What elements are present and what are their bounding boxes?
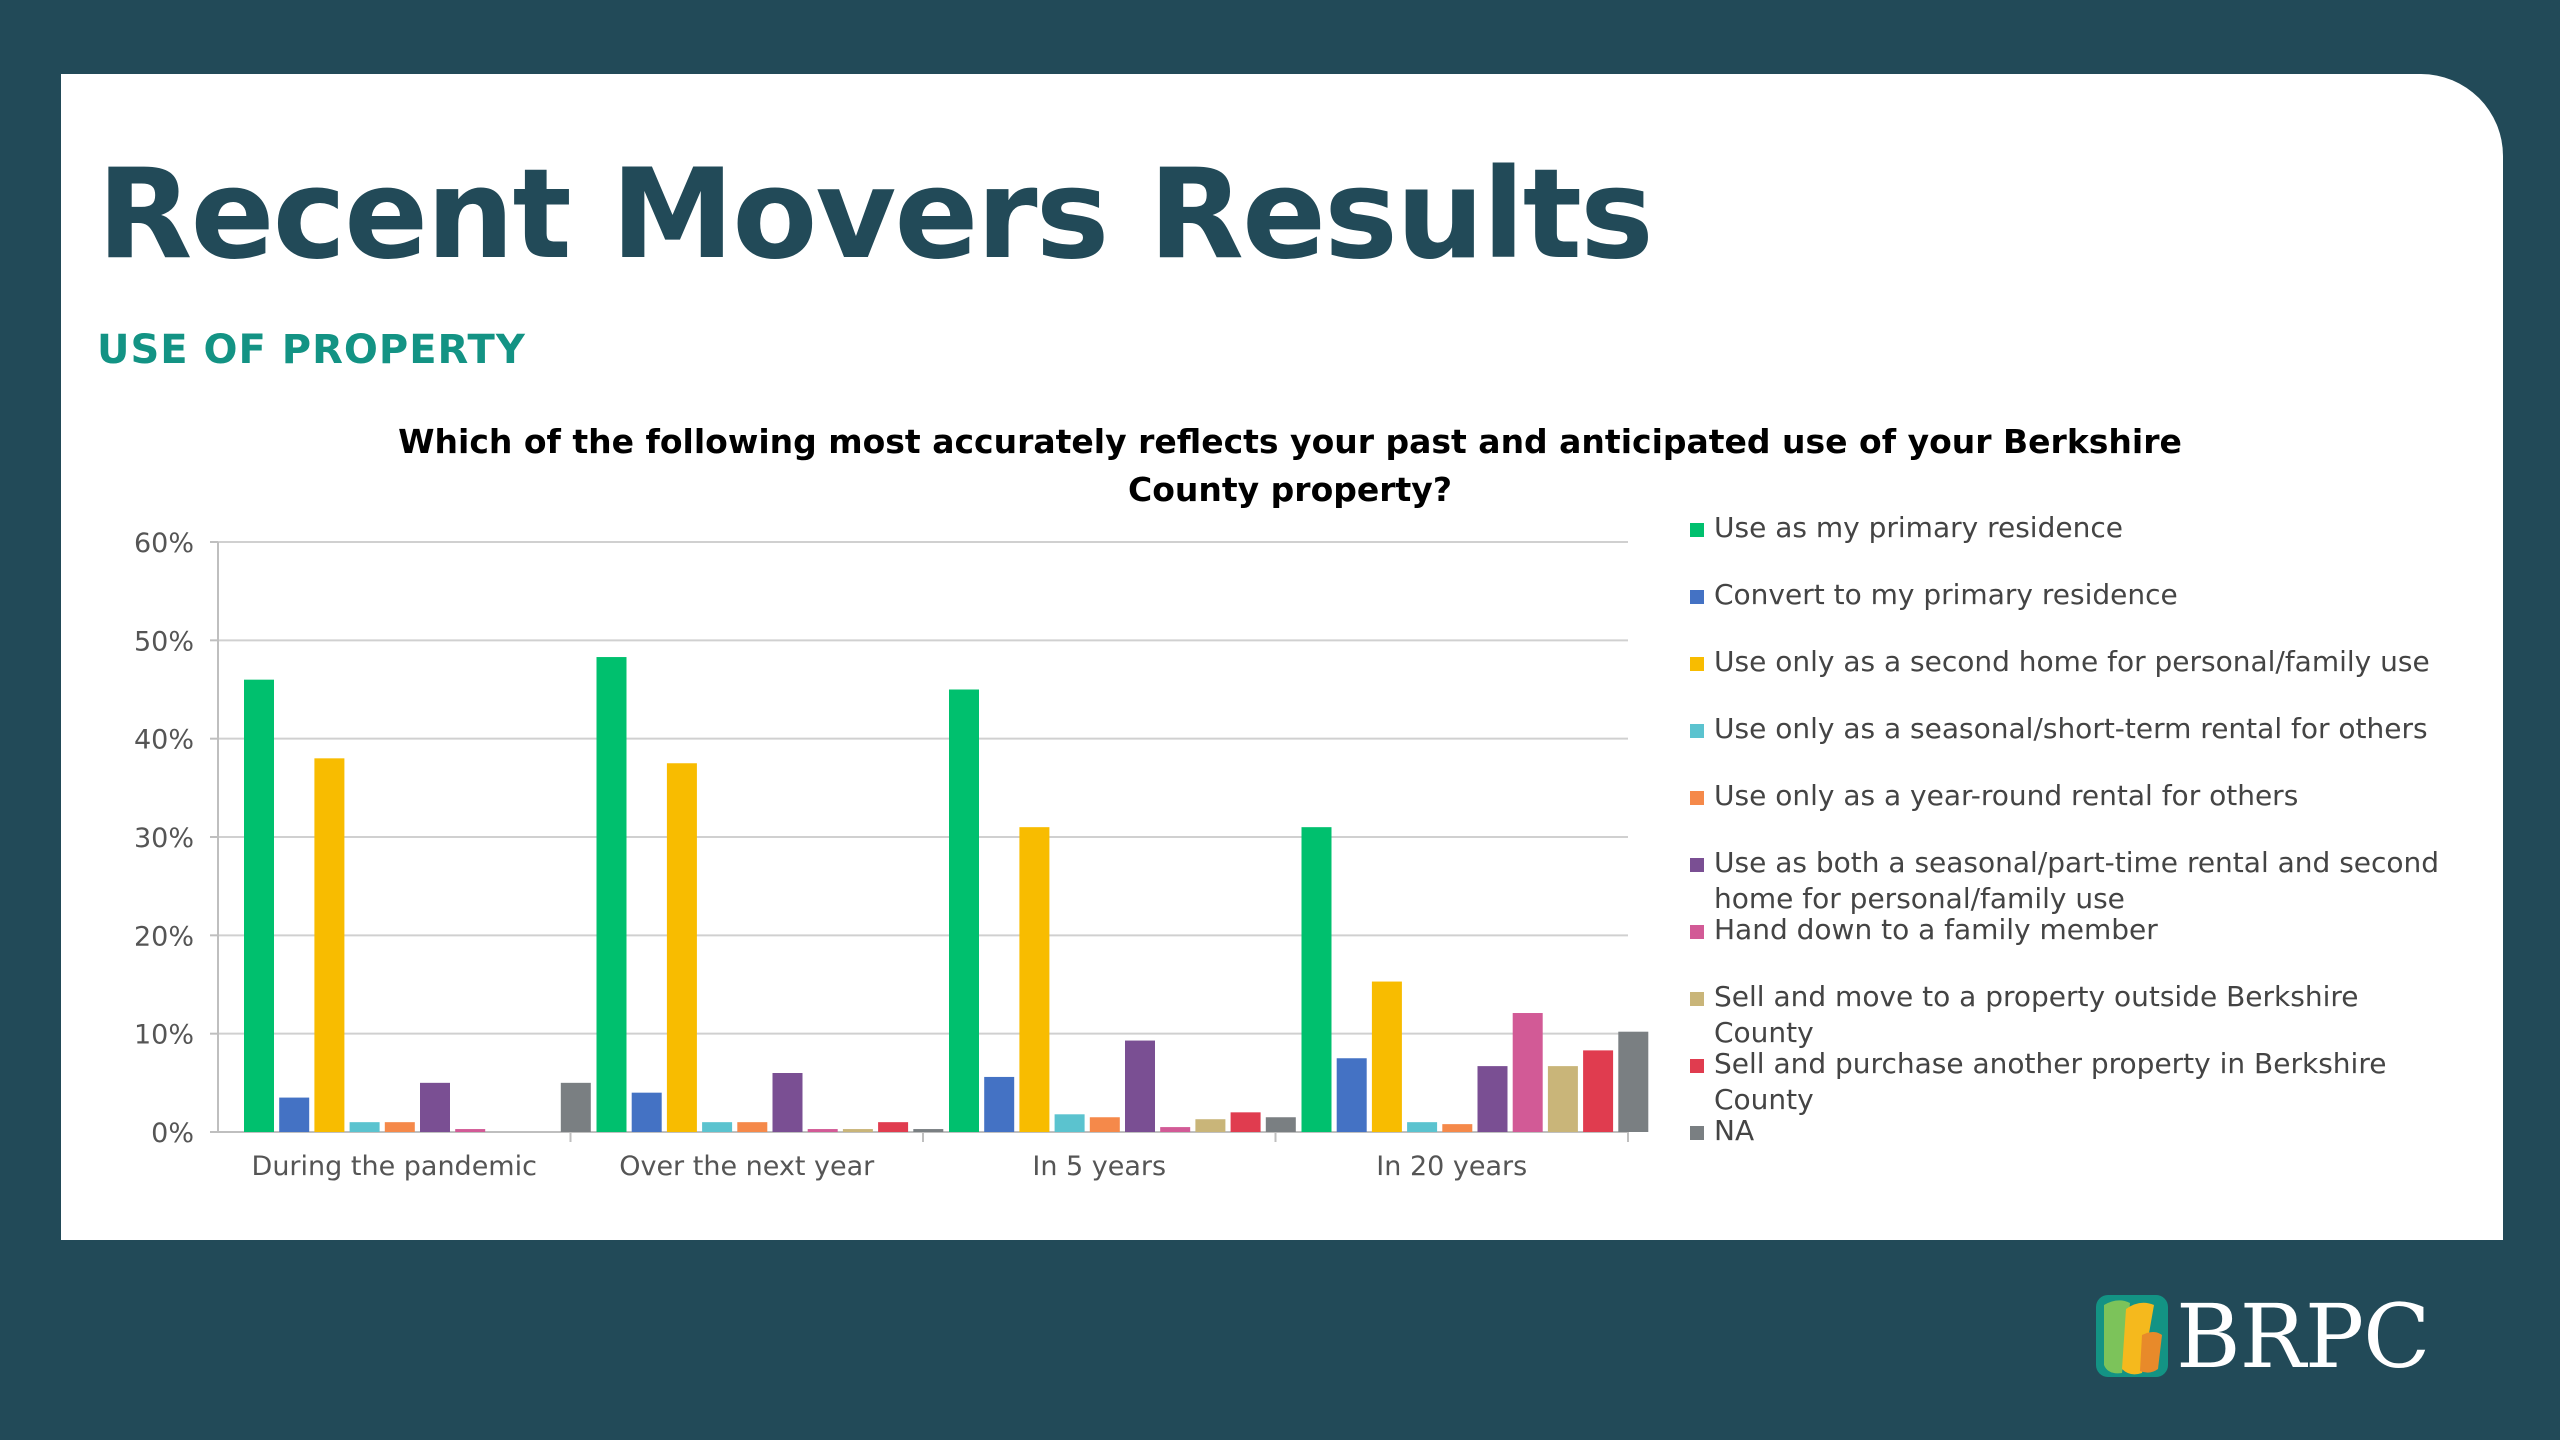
legend-item: Hand down to a family member xyxy=(1690,912,2460,948)
bar xyxy=(737,1122,768,1132)
bar xyxy=(1583,1050,1614,1132)
bar xyxy=(1336,1058,1367,1132)
bar xyxy=(1125,1040,1155,1132)
legend-label: Use only as a year-round rental for othe… xyxy=(1714,779,2299,812)
brpc-logo-icon xyxy=(2096,1295,2168,1377)
x-tick-label: In 20 years xyxy=(1376,1151,1527,1182)
x-tick-label: Over the next year xyxy=(619,1151,875,1182)
legend-item: Use only as a year-round rental for othe… xyxy=(1690,778,2460,814)
bar xyxy=(596,657,627,1132)
legend-item: Use as my primary residence xyxy=(1690,510,2460,546)
legend-item: Sell and move to a property outside Berk… xyxy=(1690,979,2460,1051)
legend-swatch xyxy=(1690,1059,1704,1073)
bar xyxy=(314,758,345,1132)
bar xyxy=(1618,1031,1649,1132)
legend-label: Use as both a seasonal/part-time rental … xyxy=(1714,846,2440,915)
bar xyxy=(560,1082,591,1132)
bar xyxy=(1054,1114,1085,1132)
logo-mark-tile-3 xyxy=(2122,1302,2154,1375)
legend-item: Convert to my primary residence xyxy=(1690,577,2460,613)
bar xyxy=(807,1129,838,1132)
bar xyxy=(1547,1066,1578,1132)
legend-item: Sell and purchase another property in Be… xyxy=(1690,1046,2460,1118)
legend-swatch xyxy=(1690,590,1704,604)
bar xyxy=(1477,1066,1508,1132)
legend-label: Convert to my primary residence xyxy=(1714,578,2178,611)
bar xyxy=(244,679,274,1132)
y-tick-label: 60% xyxy=(134,528,194,559)
y-tick-label: 40% xyxy=(134,725,194,756)
bar xyxy=(455,1129,486,1132)
legend-item: Use only as a second home for personal/f… xyxy=(1690,644,2460,680)
bar xyxy=(1301,827,1332,1132)
legend-label: Sell and purchase another property in Be… xyxy=(1714,1047,2387,1116)
bar xyxy=(984,1076,1015,1132)
legend-swatch xyxy=(1690,925,1704,939)
bar xyxy=(420,1082,450,1132)
bar xyxy=(384,1122,415,1132)
bar xyxy=(1407,1122,1438,1132)
brpc-logo: BRPC xyxy=(2096,1289,2456,1385)
legend-label: Hand down to a family member xyxy=(1714,913,2158,946)
bar xyxy=(772,1073,803,1132)
bar xyxy=(279,1097,310,1132)
slide-card xyxy=(61,74,2503,1240)
legend-swatch xyxy=(1690,1126,1704,1140)
bar xyxy=(1019,827,1050,1132)
bar xyxy=(702,1122,733,1132)
bar xyxy=(949,689,979,1132)
legend-item: Use as both a seasonal/part-time rental … xyxy=(1690,845,2460,917)
y-tick-label: 10% xyxy=(134,1020,194,1051)
y-tick-label: 50% xyxy=(134,626,194,657)
legend-item: Use only as a seasonal/short-term rental… xyxy=(1690,711,2460,747)
bar xyxy=(878,1122,909,1132)
slide-title: Recent Movers Results xyxy=(97,143,1654,287)
legend-item: NA xyxy=(1690,1113,2460,1149)
x-tick-label: During the pandemic xyxy=(252,1151,537,1182)
bar xyxy=(1195,1119,1226,1132)
bar xyxy=(913,1129,944,1132)
y-tick-label: 0% xyxy=(151,1118,194,1149)
chart-title: Which of the following most accurately r… xyxy=(398,422,2182,509)
bar xyxy=(1442,1124,1473,1132)
bar xyxy=(349,1122,380,1132)
legend-label: Use as my primary residence xyxy=(1714,511,2123,544)
slide-subtitle: USE OF PROPERTY xyxy=(97,327,526,373)
bar xyxy=(1512,1013,1543,1132)
legend-swatch xyxy=(1690,791,1704,805)
bar xyxy=(1371,981,1402,1132)
logo-mark-tile-4 xyxy=(2140,1332,2162,1373)
legend-swatch xyxy=(1690,657,1704,671)
bar xyxy=(1089,1117,1120,1132)
bar xyxy=(1160,1127,1191,1132)
legend-label: Use only as a second home for personal/f… xyxy=(1714,645,2430,678)
legend-swatch xyxy=(1690,992,1704,1006)
bar xyxy=(631,1092,662,1132)
legend-swatch xyxy=(1690,523,1704,537)
chart-legend: Use as my primary residence Convert to my… xyxy=(1690,510,2460,1150)
legend-label: NA xyxy=(1714,1114,1755,1147)
legend-swatch xyxy=(1690,724,1704,738)
legend-label: Sell and move to a property outside Berk… xyxy=(1714,980,2359,1049)
y-tick-label: 20% xyxy=(134,921,194,952)
bar xyxy=(1265,1117,1296,1132)
bar xyxy=(842,1129,873,1132)
y-tick-label: 30% xyxy=(134,823,194,854)
bar xyxy=(666,763,697,1132)
bar xyxy=(1230,1112,1261,1132)
logo-text: BRPC xyxy=(2176,1285,2430,1388)
legend-label: Use only as a seasonal/short-term rental… xyxy=(1714,712,2428,745)
legend-swatch xyxy=(1690,858,1704,872)
x-tick-label: In 5 years xyxy=(1032,1151,1166,1182)
